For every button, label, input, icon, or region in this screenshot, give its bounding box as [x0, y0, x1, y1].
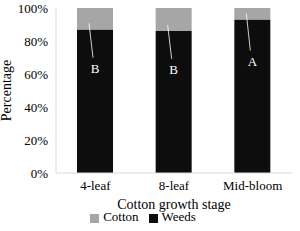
svg-text:60%: 60%	[24, 67, 48, 82]
svg-text:8-leaf: 8-leaf	[159, 178, 190, 193]
svg-text:A: A	[248, 54, 258, 69]
svg-text:Mid-bloom: Mid-bloom	[223, 178, 282, 193]
svg-text:0%: 0%	[31, 166, 49, 181]
html-text:Weeds: Weeds	[161, 209, 196, 224]
svg-text:40%: 40%	[24, 100, 48, 115]
html-text:Cotton: Cotton	[103, 209, 139, 224]
svg-text:80%: 80%	[24, 34, 48, 49]
svg-text:Percentage: Percentage	[8, 60, 14, 121]
svg-text:4-leaf: 4-leaf	[80, 178, 111, 193]
svg-text:B: B	[91, 61, 100, 76]
svg-text:100%: 100%	[18, 1, 49, 16]
svg-text:B: B	[169, 62, 178, 77]
svg-text:Cotton growth stage: Cotton growth stage	[117, 197, 231, 212]
svg-text:20%: 20%	[24, 133, 48, 148]
